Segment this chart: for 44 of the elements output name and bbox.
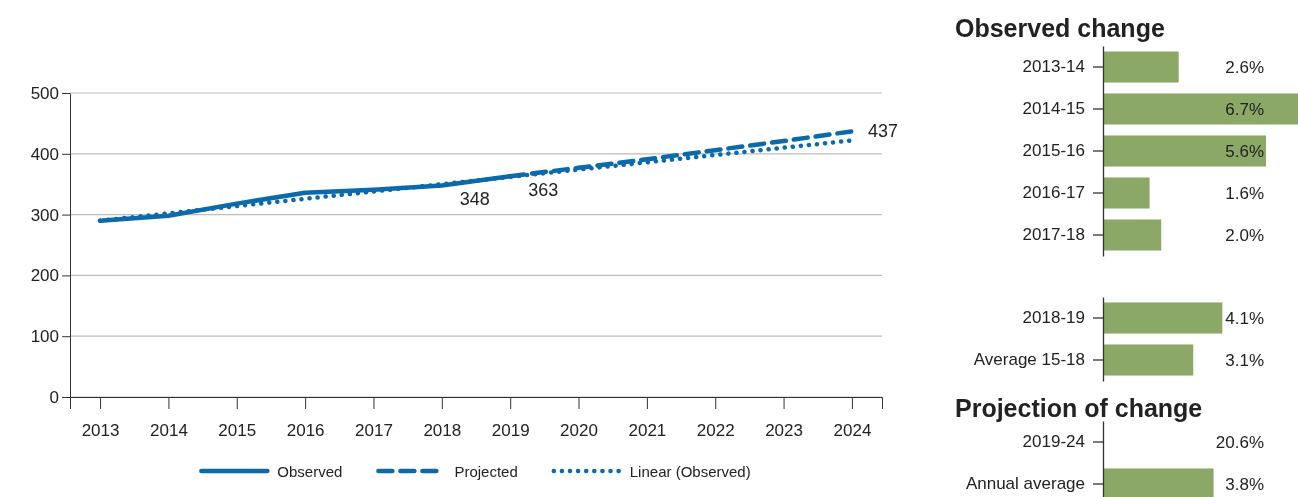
y-tick-label: 2014-15 <box>1022 99 1085 119</box>
chart-title: Projection of change <box>955 394 1203 422</box>
x-tick-label: 2013 <box>81 420 120 440</box>
chart-title: Observed change <box>955 14 1165 42</box>
legend-label: Linear (Observed) <box>629 462 751 480</box>
data-label: 3.1% <box>1225 350 1264 370</box>
x-tick-label: 2018 <box>423 420 462 440</box>
x-tick-label: 2021 <box>628 420 667 440</box>
data-label: 363 <box>528 180 559 201</box>
y-tick-label: 2016-17 <box>1022 183 1085 203</box>
y-tick-label: 400 <box>30 144 59 164</box>
y-tick-label: 100 <box>30 327 59 347</box>
legend-label: Projected <box>454 462 518 480</box>
y-tick-label: 200 <box>30 266 59 286</box>
x-tick-label: 2014 <box>150 420 188 440</box>
y-tick-label: 300 <box>30 205 59 225</box>
x-tick-label: 2020 <box>560 420 598 440</box>
x-tick-label: 2024 <box>833 420 872 440</box>
y-tick-label: 0 <box>49 387 59 407</box>
legend-label: Observed <box>277 462 343 480</box>
y-tick-label: 2018-19 <box>1022 308 1085 328</box>
data-label: 5.6% <box>1225 141 1264 161</box>
y-tick-label: 2019-24 <box>1022 432 1085 452</box>
data-label: 6.7% <box>1225 99 1264 119</box>
y-tick-label: Annual average <box>965 474 1085 494</box>
x-tick-label: 2019 <box>491 420 530 440</box>
data-label: 1.6% <box>1225 183 1264 203</box>
data-label: 3.8% <box>1225 474 1264 494</box>
x-tick-label: 2022 <box>696 420 735 440</box>
x-tick-label: 2016 <box>286 420 325 440</box>
x-tick-label: 2015 <box>218 420 257 440</box>
y-tick-label: 2015-16 <box>1022 141 1085 161</box>
y-tick-label: Average 15-18 <box>973 350 1085 370</box>
data-label: 2.6% <box>1225 57 1264 77</box>
x-tick-label: 2023 <box>765 420 803 440</box>
y-tick-label: 500 <box>30 83 59 103</box>
text: 20.6% <box>1215 432 1264 452</box>
y-tick-label: 2013-14 <box>1022 57 1085 77</box>
x-tick-label: 2017 <box>355 420 393 440</box>
data-label: 348 <box>459 189 490 210</box>
data-label: 437 <box>867 121 898 142</box>
data-label: 2.0% <box>1225 225 1264 245</box>
data-label: 4.1% <box>1225 308 1264 328</box>
y-tick-label: 2017-18 <box>1022 225 1085 245</box>
